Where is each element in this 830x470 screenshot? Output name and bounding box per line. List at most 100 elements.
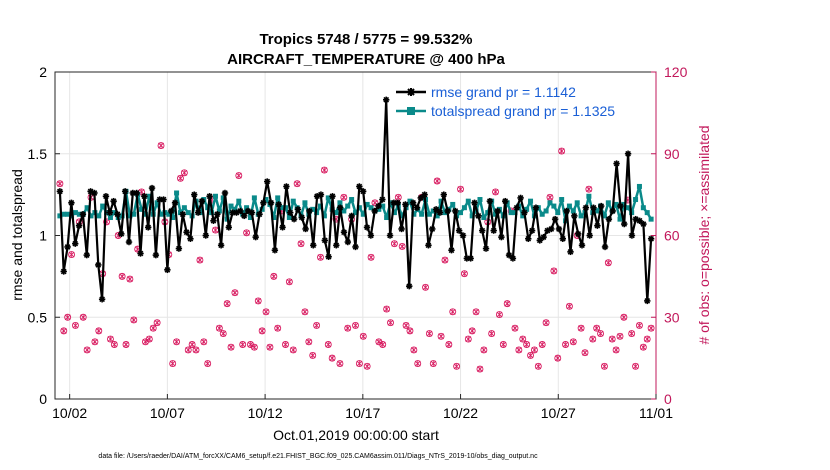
obs-assimilated-marker — [251, 344, 258, 351]
obs-possible-marker — [554, 354, 562, 362]
obs-assimilated-marker — [438, 333, 444, 340]
obs-possible-marker — [91, 338, 99, 346]
obs-assimilated-marker — [558, 148, 565, 154]
obs-possible-marker — [250, 343, 258, 351]
spread-point — [458, 210, 464, 216]
rmse-point — [102, 193, 110, 200]
obs-possible-marker — [429, 360, 437, 368]
obs-assimilated-marker — [286, 278, 293, 285]
spread-point — [345, 203, 351, 209]
rmse-point — [640, 220, 647, 228]
rmse-point — [175, 245, 183, 252]
obs-possible-marker — [464, 335, 472, 343]
rmse-point — [578, 242, 586, 249]
spread-point — [399, 213, 405, 219]
obs-possible-marker — [359, 332, 367, 340]
obs-assimilated-marker — [185, 347, 192, 353]
spread-point — [104, 210, 110, 216]
rmse-point — [455, 227, 463, 234]
obs-possible-marker — [581, 349, 589, 357]
obs-possible-marker — [309, 351, 317, 359]
obs-possible-marker — [184, 346, 192, 354]
obs-possible-marker — [149, 324, 157, 332]
obs-assimilated-marker — [95, 327, 102, 334]
rmse-point — [336, 204, 344, 211]
rmse-point — [555, 225, 563, 233]
spread-point — [528, 198, 534, 204]
obs-possible-marker — [188, 341, 196, 348]
obs-assimilated-marker — [356, 360, 363, 367]
spread-point — [380, 203, 386, 209]
rmse-point — [287, 209, 294, 216]
obs-possible-marker — [301, 308, 309, 316]
obs-assimilated-marker — [64, 314, 71, 321]
obs-assimilated-marker — [84, 347, 91, 353]
series-lines — [56, 96, 655, 305]
obs-assimilated-marker — [457, 186, 464, 193]
spread-point — [434, 213, 440, 219]
obs-possible-marker — [200, 338, 208, 346]
obs-assimilated-marker — [504, 300, 511, 307]
spread-point — [228, 203, 234, 209]
spread-point — [559, 197, 565, 203]
rmse-point — [179, 211, 186, 218]
obs-possible-marker — [534, 362, 542, 370]
rmse-point — [118, 230, 125, 238]
obs-assimilated-marker — [453, 363, 460, 370]
obs-possible-marker — [550, 267, 558, 275]
y-tick-label: 0.5 — [28, 309, 48, 325]
rmse-point — [363, 224, 371, 231]
obs-assimilated-marker — [593, 325, 600, 332]
rmse-point — [252, 233, 259, 241]
y2-axis: 0 30 60 90 120 — [651, 64, 688, 407]
rmse-point — [509, 255, 517, 262]
obs-possible-marker — [523, 341, 531, 348]
rmse-point — [310, 242, 317, 249]
obs-possible-marker — [589, 335, 597, 343]
chart-subtitle: AIRCRAFT_TEMPERATURE @ 400 hPa — [227, 51, 505, 68]
rmse-point — [260, 199, 267, 206]
spread-point — [594, 208, 600, 214]
rmse-point — [217, 242, 225, 249]
rmse-point — [486, 197, 494, 205]
spread-point — [170, 215, 176, 221]
rmse-point — [340, 229, 348, 236]
obs-possible-marker — [239, 341, 247, 348]
obs-possible-marker — [169, 360, 177, 368]
spread-point — [461, 205, 467, 211]
rmse-point — [348, 212, 355, 220]
obs-assimilated-marker — [169, 360, 176, 367]
obs-possible-marker — [258, 327, 266, 335]
rmse-point — [528, 227, 536, 234]
rmse-point — [75, 222, 83, 229]
obs-possible-marker — [647, 324, 655, 332]
obs-possible-marker — [390, 240, 398, 248]
obs-possible-marker — [340, 193, 348, 201]
obs-assimilated-marker — [566, 303, 573, 310]
spread-point — [181, 205, 187, 211]
obs-assimilated-marker — [123, 341, 129, 348]
rmse-point — [383, 96, 390, 103]
rmse-point — [459, 232, 467, 239]
spread-point — [247, 215, 253, 221]
obs-assimilated-marker — [605, 259, 612, 266]
spread-point — [131, 211, 137, 217]
obs-assimilated-marker — [636, 322, 643, 329]
rmse-point — [590, 204, 597, 211]
obs-assimilated-marker — [317, 254, 324, 261]
y2-tick-label: 60 — [664, 228, 680, 244]
obs-possible-marker — [488, 330, 496, 338]
spread-point — [547, 200, 553, 206]
obs-possible-marker — [223, 300, 231, 308]
spread-point — [574, 200, 580, 206]
obs-possible-marker — [569, 338, 577, 346]
rmse-point — [225, 224, 233, 231]
obs-possible-marker — [457, 185, 464, 193]
y-axis: 0 0.5 1 1.5 2 — [28, 64, 60, 407]
obs-possible-marker — [441, 256, 449, 264]
obs-possible-marker — [215, 324, 223, 332]
rmse-point — [359, 188, 367, 195]
obs-assimilated-marker — [239, 341, 246, 348]
legend: rmse grand pr = 1.1142 totalspread grand… — [396, 84, 615, 119]
obs-assimilated-marker — [235, 172, 242, 179]
